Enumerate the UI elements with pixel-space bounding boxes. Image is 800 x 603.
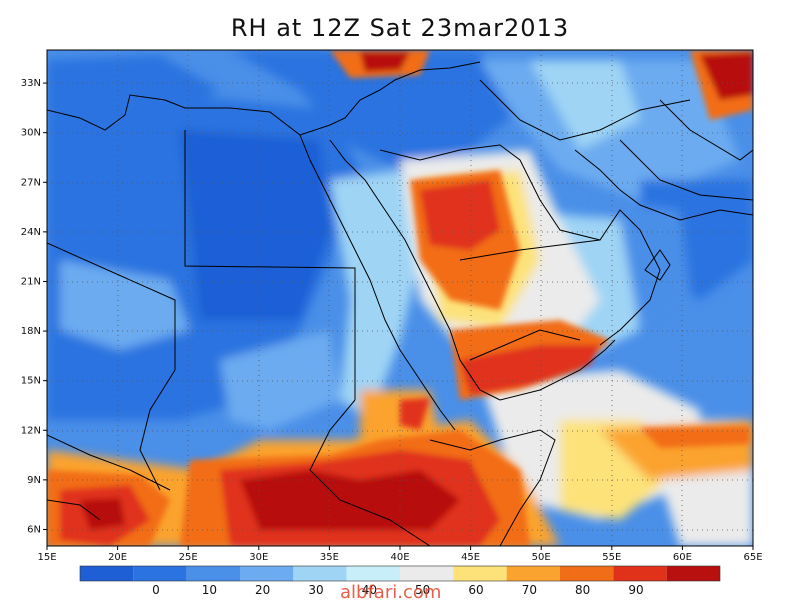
colorbar-swatch (453, 566, 507, 581)
colorbar-label: 80 (575, 583, 590, 597)
lon-tick-label: 65E (743, 552, 762, 563)
lon-tick-label: 15E (37, 552, 56, 563)
colorbar-label: 60 (468, 583, 483, 597)
colorbar-swatch (293, 566, 347, 581)
lon-tick-label: 25E (179, 552, 198, 563)
lon-tick-label: 40E (390, 552, 409, 563)
colorbar-label: 10 (202, 583, 217, 597)
lon-tick-label: 55E (602, 552, 621, 563)
colorbar-swatch (346, 566, 400, 581)
lon-tick-label: 35E (320, 552, 339, 563)
lat-tick-label: 21N (21, 276, 41, 287)
lon-tick-label: 20E (108, 552, 127, 563)
lat-tick-label: 18N (21, 326, 41, 337)
colorbar-swatch (506, 566, 560, 581)
lon-tick-label: 60E (673, 552, 692, 563)
lat-tick-label: 24N (21, 227, 41, 238)
colorbar-swatch (240, 566, 294, 581)
lat-tick-label: 9N (27, 475, 41, 486)
lat-tick-label: 12N (21, 425, 41, 436)
colorbar-swatch (560, 566, 614, 581)
colorbar-label: 50 (415, 583, 430, 597)
colorbar-label: 70 (522, 583, 537, 597)
lon-tick-label: 50E (532, 552, 551, 563)
colorbar: 0 10 20 30 40 50 60 70 80 90 (79, 565, 721, 597)
latitude-axis: 6N 9N 12N 15N 18N 21N 24N 27N 30N 33N (21, 78, 47, 535)
colorbar-label: 30 (308, 583, 323, 597)
colorbar-label: 0 (152, 583, 160, 597)
lat-tick-label: 33N (21, 78, 41, 89)
colorbar-swatch (400, 566, 454, 581)
longitude-axis: 15E 20E 25E 30E 35E 40E 45E 50E 55E 60E 65E (37, 546, 763, 563)
colorbar-swatch (186, 566, 240, 581)
colorbar-label: 90 (628, 583, 643, 597)
colorbar-swatch (666, 566, 720, 581)
lat-tick-label: 27N (21, 177, 41, 188)
watermark: albfari.com (340, 582, 442, 603)
lon-tick-label: 30E (249, 552, 268, 563)
lat-tick-label: 30N (21, 128, 41, 139)
rh-field (47, 50, 753, 546)
lon-tick-label: 45E (461, 552, 480, 563)
lat-tick-label: 15N (21, 376, 41, 387)
borders (47, 61, 753, 546)
colorbar-swatch (80, 566, 134, 581)
map-title: RH at 12Z Sat 23mar2013 (230, 14, 570, 42)
colorbar-label: 40 (362, 583, 377, 597)
colorbar-frame (79, 565, 721, 582)
colorbar-swatch (613, 566, 667, 581)
colorbar-label: 20 (255, 583, 270, 597)
colorbar-swatch (133, 566, 187, 581)
lat-tick-label: 6N (27, 524, 41, 535)
